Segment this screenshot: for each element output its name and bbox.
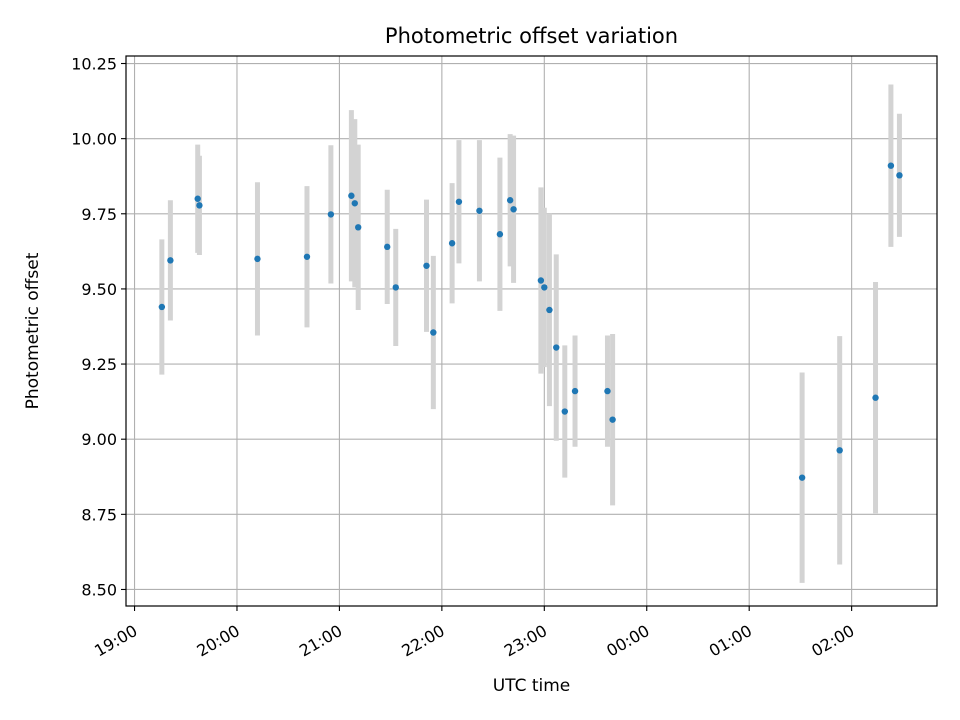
data-point [158, 303, 166, 311]
x-tick-label: 23:00 [501, 621, 550, 661]
data-point [392, 284, 399, 291]
data-point [196, 202, 203, 209]
x-tick-label: 00:00 [603, 621, 652, 661]
y-tick-label: 10.00 [71, 130, 117, 149]
data-point [872, 394, 879, 401]
x-tick-label: 20:00 [194, 621, 243, 661]
data-point [541, 284, 548, 291]
data-point [303, 253, 311, 260]
data-point [537, 277, 545, 284]
data-point [553, 344, 560, 351]
data-markers [158, 162, 903, 481]
chart-title: Photometric offset variation [385, 24, 678, 48]
data-point [167, 257, 174, 264]
data-point [327, 211, 335, 218]
data-point [836, 447, 843, 454]
y-axis-label: Photometric offset [23, 252, 43, 409]
data-point [798, 474, 806, 481]
x-axis-ticks: 19:00 20:00 21:00 22:00 23:00 00:00 01:00 02:00 [91, 606, 858, 661]
y-tick-label: 10.25 [71, 55, 117, 74]
data-point [496, 231, 504, 238]
data-point [546, 306, 553, 314]
data-point [254, 255, 261, 263]
x-tick-label: 22:00 [398, 621, 447, 661]
x-tick-label: 01:00 [706, 621, 755, 661]
y-tick-label: 9.25 [81, 355, 117, 374]
data-point [887, 162, 895, 169]
y-axis-ticks: 8.50 8.75 9.00 9.25 9.50 9.75 10.00 10.25 [71, 55, 126, 599]
y-tick-label: 8.50 [81, 580, 117, 599]
data-point [430, 329, 437, 336]
x-tick-label: 19:00 [91, 621, 140, 661]
plot-frame [125, 55, 938, 607]
data-point [604, 387, 611, 395]
y-tick-label: 9.75 [81, 205, 117, 224]
data-point [609, 416, 616, 423]
data-point [194, 195, 201, 202]
data-point [355, 224, 362, 231]
x-tick-label: 21:00 [296, 621, 345, 661]
x-tick-label: 02:00 [808, 621, 857, 661]
data-point [571, 387, 579, 395]
data-point [510, 206, 517, 213]
data-point [384, 243, 391, 251]
data-point [455, 198, 463, 205]
data-point [896, 172, 903, 179]
data-point [351, 200, 358, 207]
data-point [423, 262, 430, 269]
data-point [506, 197, 514, 204]
y-tick-label: 9.00 [81, 430, 117, 449]
x-axis-label: UTC time [493, 676, 571, 696]
y-tick-label: 9.50 [81, 280, 117, 299]
data-point [561, 408, 568, 415]
y-tick-label: 8.75 [81, 505, 117, 524]
data-point [476, 207, 483, 214]
data-point [348, 192, 355, 199]
data-point [448, 240, 456, 247]
